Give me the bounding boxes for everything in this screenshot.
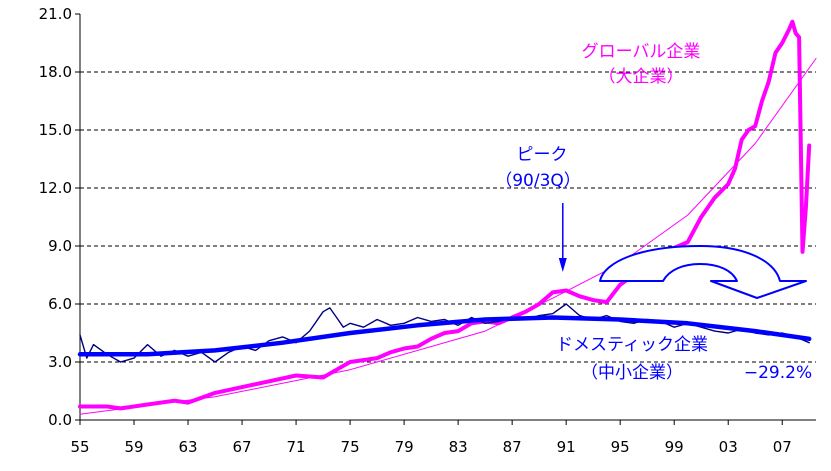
domestic-label-line1: ドメスティック企業 xyxy=(556,335,708,355)
x-axis-ticks: 55 59 63 67 71 75 79 83 87 91 95 99 03 07 xyxy=(70,420,792,456)
series-group xyxy=(77,19,817,415)
x-tick-label-10: 95 xyxy=(611,438,630,456)
peak-arrow-head xyxy=(558,258,567,272)
series-line-1 xyxy=(79,58,817,415)
series-line-2 xyxy=(79,303,810,363)
domestic-annotation: ドメスティック企業 （中小企業） −29.2% xyxy=(556,335,812,383)
x-tick-label-3: 67 xyxy=(233,438,252,456)
series-line-3 xyxy=(77,315,812,357)
y-tick-label-5: 15.0 xyxy=(39,121,72,139)
x-tick-label-7: 83 xyxy=(449,438,468,456)
y-axis-ticks: 0.0 3.0 6.0 9.0 12.0 15.0 18.0 21.0 xyxy=(39,5,80,429)
x-tick-label-1: 59 xyxy=(124,438,143,456)
y-tick-label-6: 18.0 xyxy=(39,63,72,81)
peak-annotation: ピーク （90/3Q） xyxy=(495,145,581,272)
x-tick-label-8: 87 xyxy=(503,438,522,456)
y-tick-label-1: 3.0 xyxy=(48,353,72,371)
x-tick-label-12: 03 xyxy=(719,438,738,456)
curved-arrow-shape xyxy=(599,245,807,299)
x-tick-label-4: 71 xyxy=(287,438,306,456)
x-tick-label-5: 75 xyxy=(341,438,360,456)
global-annotation: グローバル企業 （大企業） xyxy=(582,42,701,87)
domestic-label-line2: （中小企業） xyxy=(581,363,683,383)
x-tick-label-13: 07 xyxy=(773,438,792,456)
global-label-line1: グローバル企業 xyxy=(582,42,701,62)
y-tick-label-7: 21.0 xyxy=(39,5,72,23)
y-tick-label-0: 0.0 xyxy=(48,411,72,429)
global-label-line2: （大企業） xyxy=(599,67,684,87)
peak-label-line2: （90/3Q） xyxy=(495,171,581,191)
plot-frame xyxy=(79,14,816,421)
x-tick-label-9: 91 xyxy=(557,438,576,456)
x-tick-label-0: 55 xyxy=(70,438,89,456)
y-tick-label-3: 9.0 xyxy=(48,237,72,255)
grid-lines xyxy=(80,71,816,363)
series-line-0 xyxy=(78,19,812,411)
x-tick-label-6: 79 xyxy=(395,438,414,456)
y-tick-label-2: 6.0 xyxy=(48,295,72,313)
change-label: −29.2% xyxy=(744,363,812,383)
x-tick-label-2: 63 xyxy=(178,438,197,456)
peak-label-line1: ピーク xyxy=(517,145,568,165)
y-tick-label-4: 12.0 xyxy=(39,179,72,197)
x-tick-label-11: 99 xyxy=(665,438,684,456)
